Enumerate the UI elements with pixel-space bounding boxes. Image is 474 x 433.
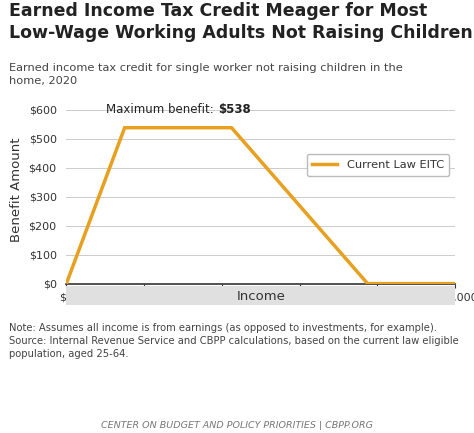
Text: Maximum benefit:: Maximum benefit: xyxy=(107,103,218,116)
Legend: Current Law EITC: Current Law EITC xyxy=(307,154,449,176)
Text: $538: $538 xyxy=(218,103,251,116)
Text: Earned Income Tax Credit Meager for Most
Low-Wage Working Adults Not Raising Chi: Earned Income Tax Credit Meager for Most… xyxy=(9,2,473,42)
Text: Earned income tax credit for single worker not raising children in the
home, 202: Earned income tax credit for single work… xyxy=(9,63,403,86)
Y-axis label: Benefit Amount: Benefit Amount xyxy=(10,137,23,242)
Text: CENTER ON BUDGET AND POLICY PRIORITIES | CBPP.ORG: CENTER ON BUDGET AND POLICY PRIORITIES |… xyxy=(101,420,373,430)
Text: Income: Income xyxy=(236,290,285,303)
Text: Note: Assumes all income is from earnings (as opposed to investments, for exampl: Note: Assumes all income is from earning… xyxy=(9,323,459,359)
